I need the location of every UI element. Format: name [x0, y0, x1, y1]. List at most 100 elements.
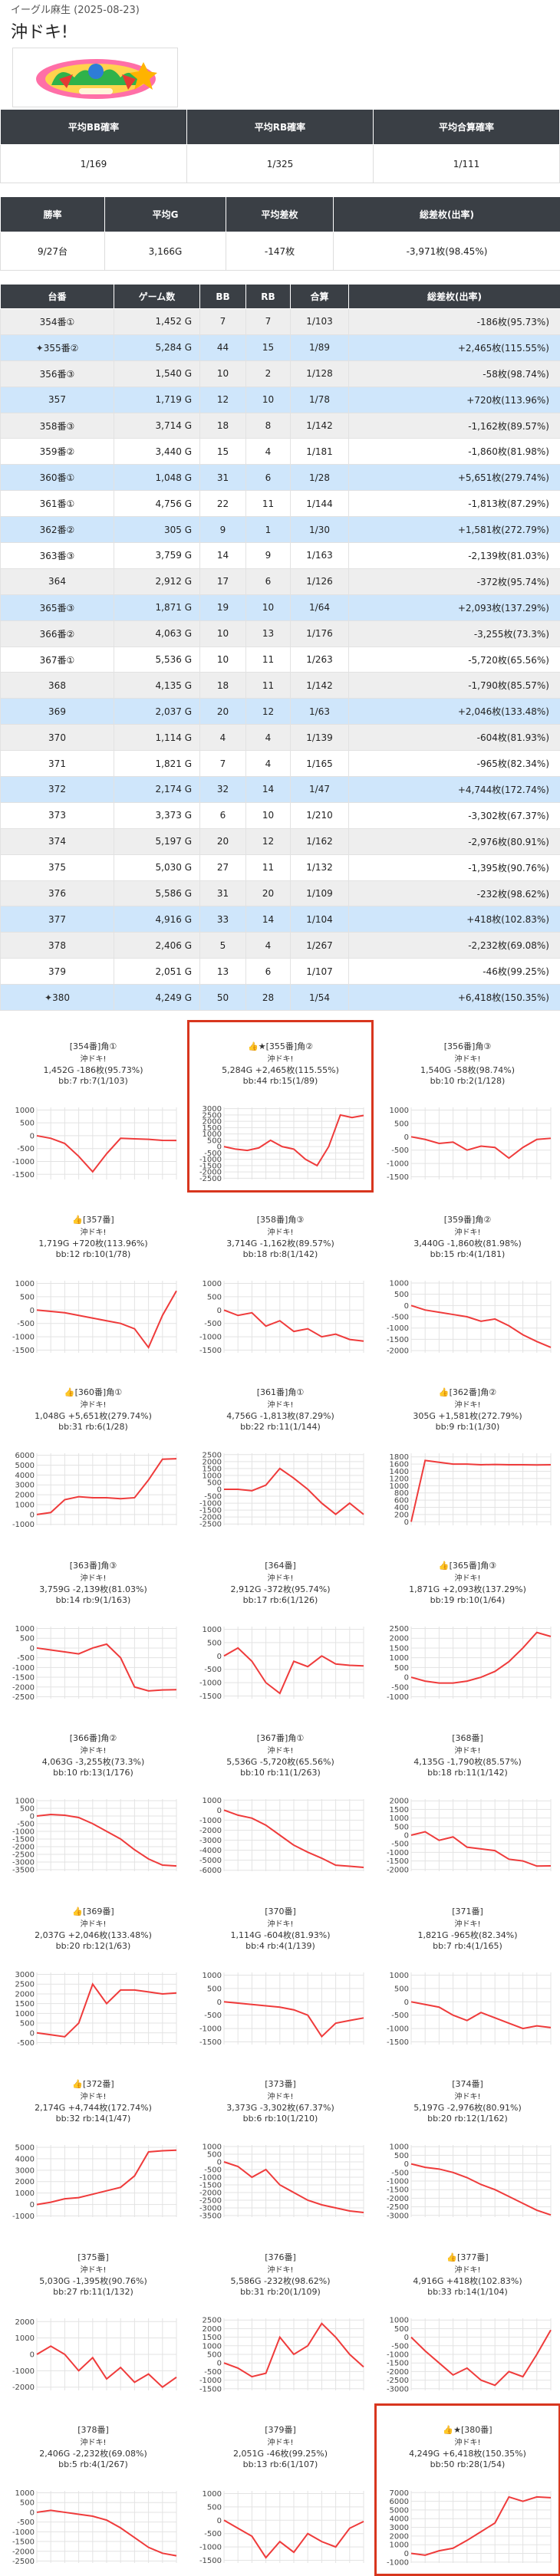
- card-bb-rb: bb:18 rb:8(1/142): [187, 1249, 374, 1259]
- diff-chart: 25002000150010005000-500-1000-1500-2000-…: [193, 1450, 367, 1530]
- machine-chart-card[interactable]: [368番]沖ドキ!4,135G -1,790枚(85.57%)bb:18 rb…: [374, 1712, 560, 1884]
- card-title: [356番]角③: [374, 1040, 560, 1052]
- card-machine-name: 沖ドキ!: [374, 2436, 560, 2447]
- y-tick-label: -1500: [387, 1335, 409, 1344]
- y-tick-label: 500: [20, 2019, 35, 2028]
- card-title-text: [354番]角①: [70, 1041, 117, 1051]
- machine-number: 368: [1, 673, 114, 699]
- y-tick-label: -1500: [12, 2538, 35, 2547]
- machine-chart-card[interactable]: [379番]沖ドキ!2,051G -46枚(99.25%)bb:13 rb:6(…: [187, 2403, 374, 2576]
- y-tick-label: 1000: [390, 1654, 409, 1663]
- combined-rate: 1/28: [291, 465, 349, 491]
- combined-rate: 1/263: [291, 646, 349, 673]
- y-tick-label: -6000: [199, 1867, 222, 1875]
- machine-chart-card[interactable]: 👍[377番]沖ドキ!4,916G +418枚(102.83%)bb:33 rb…: [374, 2231, 560, 2403]
- card-title: 👍★[355番]角②: [187, 1040, 374, 1052]
- y-tick-label: 1000: [203, 1625, 222, 1633]
- y-tick-label: -1000: [387, 1160, 409, 1169]
- col-header: 平均差枚: [226, 197, 334, 232]
- combined-rate: 1/163: [291, 543, 349, 569]
- diff-chart: 300025002000150010005000-500-1000-1500-2…: [193, 1104, 367, 1184]
- machine-chart-card[interactable]: [371番]沖ドキ!1,821G -965枚(82.34%)bb:7 rb:4(…: [374, 1885, 560, 2058]
- card-bb-rb: bb:31 rb:20(1/109): [187, 2287, 374, 2297]
- card-machine-name: 沖ドキ!: [187, 2436, 374, 2447]
- card-title: 👍[369番]: [0, 1905, 186, 1917]
- rb-count: 20: [246, 880, 291, 906]
- y-tick-label: 0: [217, 1652, 222, 1660]
- machine-chart-card[interactable]: [373番]沖ドキ!3,373G -3,302枚(67.37%)bb:6 rb:…: [187, 2058, 374, 2230]
- machine-chart-card[interactable]: [374番]沖ドキ!5,197G -2,976枚(80.91%)bb:20 rb…: [374, 2058, 560, 2230]
- machine-number: 370: [1, 725, 114, 751]
- card-machine-name: 沖ドキ!: [187, 1917, 374, 1929]
- y-tick-label: -2500: [12, 2558, 35, 2566]
- total-diff: -2,139枚(81.03%): [349, 543, 560, 569]
- machine-chart-card[interactable]: 👍★[380番]沖ドキ!4,249G +6,418枚(150.35%)bb:50…: [374, 2403, 560, 2576]
- machine-chart-card[interactable]: [370番]沖ドキ!1,114G -604枚(81.93%)bb:4 rb:4(…: [187, 1885, 374, 2058]
- card-games-diff: 5,586G -232枚(98.62%): [187, 2275, 374, 2287]
- card-games-diff: 5,284G +2,465枚(115.55%): [187, 1064, 374, 1076]
- okidoki-logo-image: [13, 48, 179, 108]
- bb-count: 10: [200, 620, 246, 646]
- y-tick-label: 0: [404, 1673, 409, 1682]
- card-games-diff: 1,540G -58枚(98.74%): [374, 1064, 560, 1076]
- y-tick-label: -1000: [199, 1679, 222, 1687]
- machine-chart-card[interactable]: [375番]沖ドキ!5,030G -1,395枚(90.76%)bb:27 rb…: [0, 2231, 186, 2403]
- card-bb-rb: bb:4 rb:4(1/139): [187, 1941, 374, 1951]
- machine-chart-card[interactable]: [364番]沖ドキ!2,912G -372枚(95.74%)bb:17 rb:6…: [187, 1539, 374, 1712]
- game-count: 1,114 G: [114, 725, 200, 751]
- y-tick-label: -500: [204, 2012, 222, 2020]
- card-games-diff: 2,037G +2,046枚(133.48%): [0, 1929, 186, 1941]
- game-count: 2,912 G: [114, 568, 200, 594]
- bb-count: 19: [200, 594, 246, 620]
- game-count: 1,871 G: [114, 594, 200, 620]
- card-machine-name: 沖ドキ!: [187, 1744, 374, 1755]
- machine-chart-card[interactable]: 👍[372番]沖ドキ!2,174G +4,744枚(172.74%)bb:32 …: [0, 2058, 186, 2230]
- machine-chart-card[interactable]: 👍[357番]沖ドキ!1,719G +720枚(113.96%)bb:12 rb…: [0, 1193, 186, 1366]
- machine-chart-card[interactable]: 👍[369番]沖ドキ!2,037G +2,046枚(133.48%)bb:20 …: [0, 1885, 186, 2058]
- y-tick-label: 0: [404, 1518, 409, 1527]
- machine-chart-card[interactable]: [378番]沖ドキ!2,406G -2,232枚(69.08%)bb:5 rb:…: [0, 2403, 186, 2576]
- machine-chart-card[interactable]: [376番]沖ドキ!5,586G -232枚(98.62%)bb:31 rb:2…: [187, 2231, 374, 2403]
- card-title-text: [363番]角③: [70, 1561, 117, 1571]
